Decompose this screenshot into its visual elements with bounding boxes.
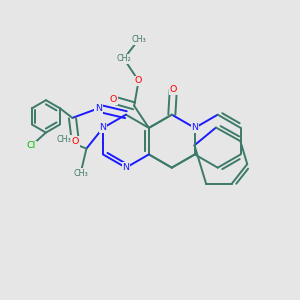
Text: CH₂: CH₂ xyxy=(116,54,131,63)
Text: O: O xyxy=(110,95,117,104)
Text: N: N xyxy=(100,123,106,132)
Text: CH₃: CH₃ xyxy=(73,169,88,178)
Text: N: N xyxy=(95,104,102,113)
Text: N: N xyxy=(122,163,129,172)
Text: N: N xyxy=(191,123,198,132)
Text: O: O xyxy=(72,137,79,146)
Text: Cl: Cl xyxy=(27,141,36,150)
Text: O: O xyxy=(135,76,142,85)
Text: O: O xyxy=(169,85,177,94)
Text: CH₃: CH₃ xyxy=(57,135,72,144)
Text: CH₃: CH₃ xyxy=(131,35,146,44)
